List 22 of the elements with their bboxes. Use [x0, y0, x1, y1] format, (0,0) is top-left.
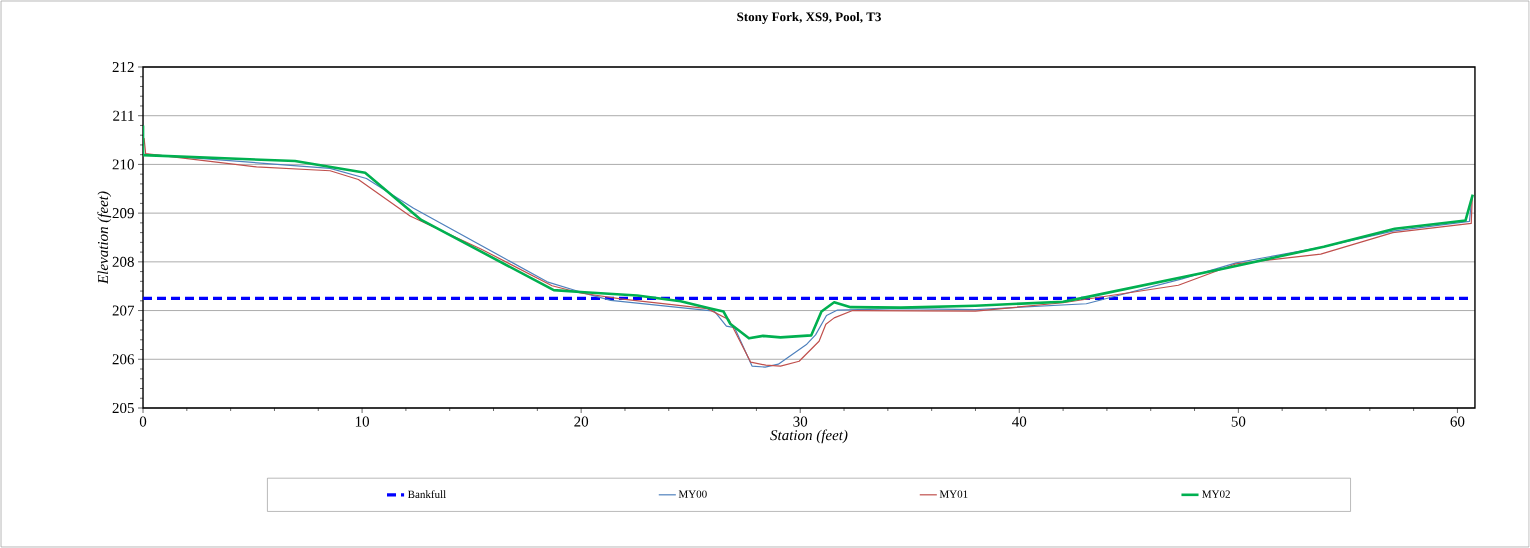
x-tick-label: 20: [574, 416, 589, 427]
legend-label: MY01: [939, 490, 968, 498]
legend-label: MY00: [678, 490, 707, 498]
legend-label: Bankfull: [408, 490, 446, 499]
x-tick-label: 40: [1012, 416, 1027, 427]
x-tick-label: 50: [1231, 416, 1246, 427]
y-axis-title: Elevation (feet): [97, 191, 112, 285]
legend-label: MY02: [1202, 490, 1230, 498]
x-tick-label: 0: [139, 416, 147, 427]
x-tick-label: 60: [1450, 416, 1465, 427]
y-tick-label: 210: [112, 159, 134, 170]
y-tick-label: 207: [112, 305, 135, 316]
y-tick-label: 211: [113, 110, 134, 121]
x-axis-title: Station (feet): [770, 429, 848, 444]
y-tick-label: 206: [112, 354, 135, 365]
y-tick-label: 209: [112, 208, 134, 219]
chart-title: Stony Fork, XS9, Pool, T3: [737, 12, 881, 24]
x-tick-label: 30: [793, 416, 808, 427]
y-tick-label: 208: [112, 256, 134, 267]
y-tick-label: 212: [112, 62, 134, 72]
x-tick-label: 10: [355, 416, 370, 427]
y-tick-label: 205: [112, 402, 134, 414]
